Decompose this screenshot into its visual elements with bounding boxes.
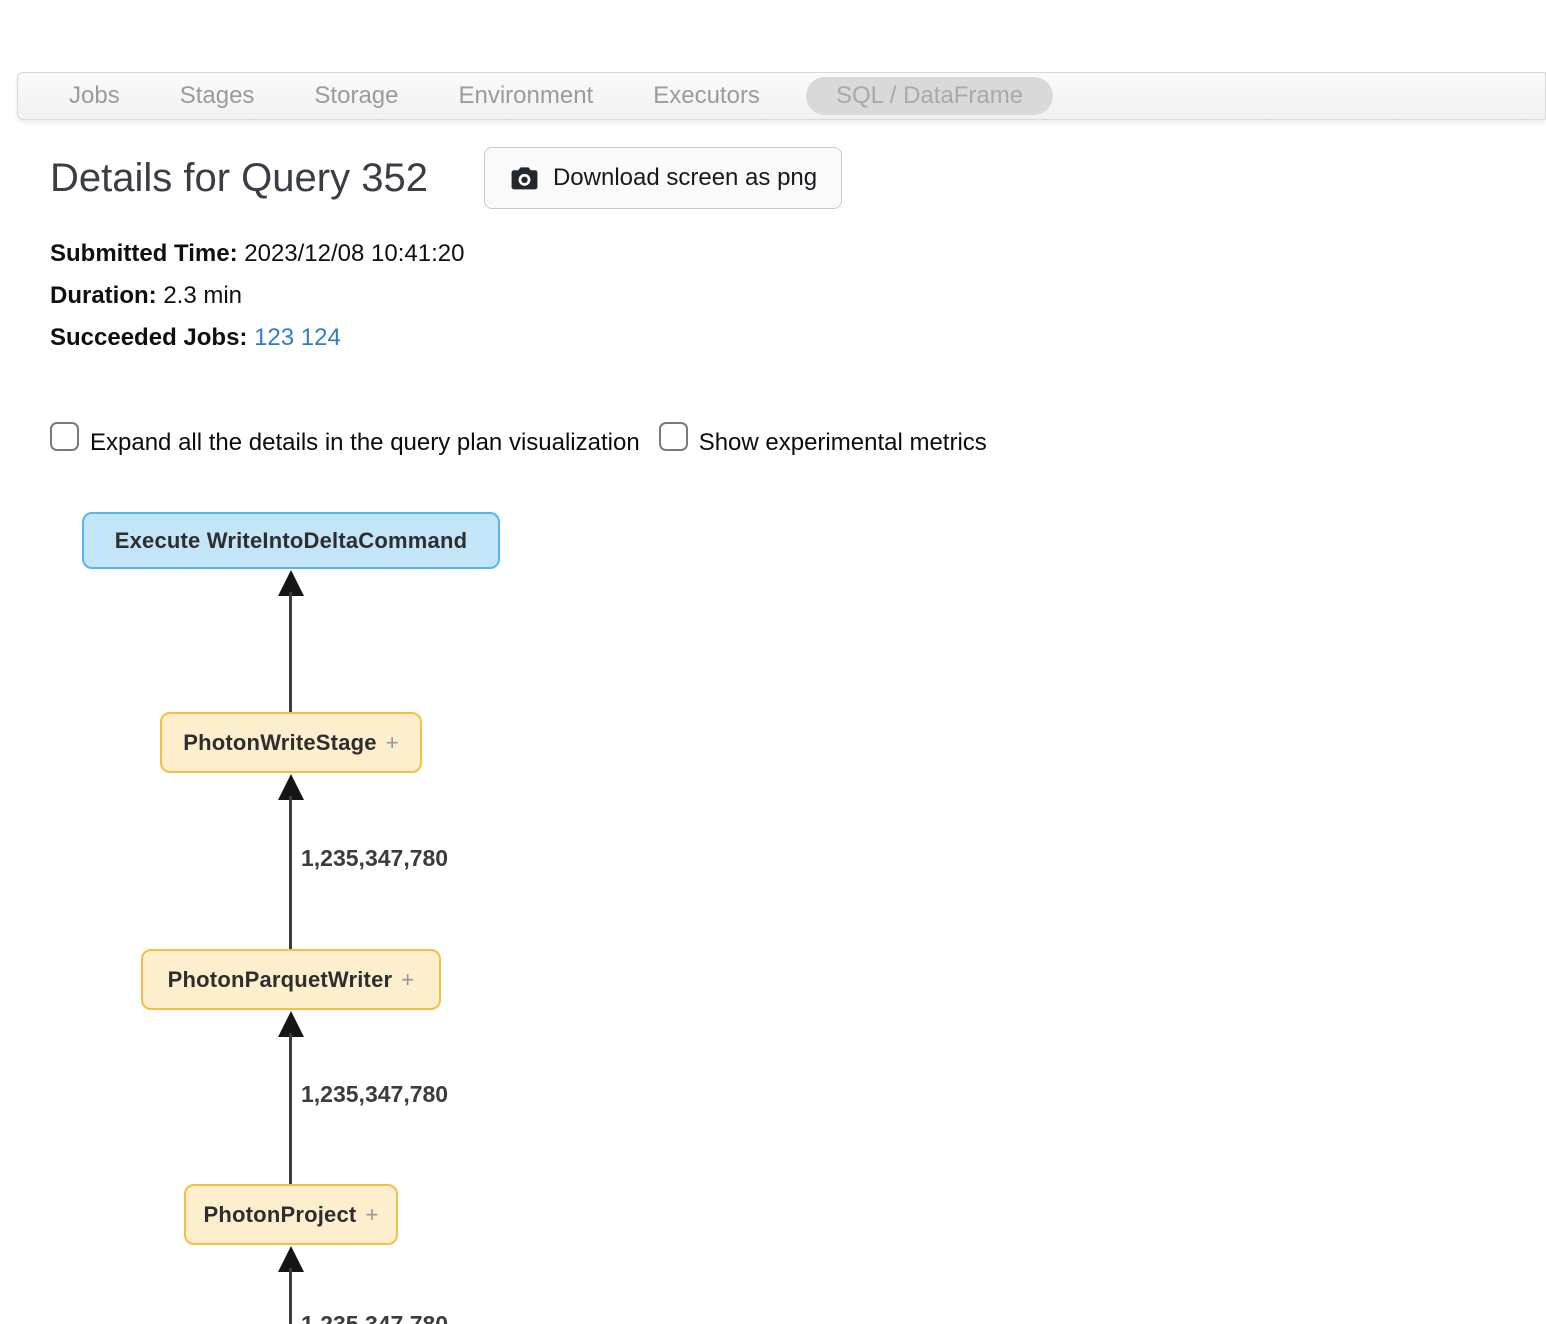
header-row: Details for Query 352 Download screen as…: [50, 147, 843, 209]
expand-plus-icon[interactable]: +: [401, 966, 415, 992]
top-navbar: Jobs Stages Storage Environment Executor…: [17, 72, 1546, 120]
edge-arrowhead: [278, 1011, 304, 1037]
expand-all-details-label: Expand all the details in the query plan…: [90, 429, 640, 456]
edge-line: [289, 1268, 292, 1324]
succeeded-jobs-line: Succeeded Jobs: 123 124: [50, 317, 464, 359]
succeeded-jobs-label: Succeeded Jobs:: [50, 324, 248, 351]
edge-arrowhead: [278, 1246, 304, 1272]
plan-options-row: Expand all the details in the query plan…: [50, 420, 987, 466]
page-title: Details for Query 352: [50, 155, 428, 200]
expand-all-details-checkbox[interactable]: [50, 421, 79, 451]
submitted-time-label: Submitted Time:: [50, 240, 238, 267]
plan-node-photonparquetwriter[interactable]: PhotonParquetWriter +: [141, 949, 441, 1010]
show-experimental-metrics-checkbox[interactable]: [658, 421, 688, 451]
submitted-time-line: Submitted Time: 2023/12/08 10:41:20: [50, 233, 464, 275]
edge-arrowhead: [278, 570, 304, 596]
edge-row-count-label: 1,235,347,780: [301, 1311, 449, 1324]
duration-label: Duration:: [50, 282, 157, 309]
query-metadata: Submitted Time: 2023/12/08 10:41:20 Dura…: [50, 233, 464, 359]
plan-node-photonproject[interactable]: PhotonProject +: [184, 1184, 398, 1245]
tab-sql-dataframe[interactable]: SQL / DataFrame: [805, 77, 1054, 115]
show-experimental-metrics-label: Show experimental metrics: [698, 429, 987, 456]
plan-node-label: PhotonParquetWriter: [167, 966, 393, 992]
submitted-time-value: 2023/12/08 10:41:20: [244, 240, 465, 267]
plan-node-label: PhotonWriteStage: [183, 729, 377, 755]
expand-plus-icon[interactable]: +: [365, 1201, 379, 1227]
plan-node-execute-writeintodeltacommand: Execute WriteIntoDeltaCommand: [82, 512, 500, 569]
edge-line: [289, 592, 292, 713]
duration-value: 2.3 min: [163, 282, 243, 309]
tab-environment[interactable]: Environment: [458, 82, 594, 109]
tab-storage[interactable]: Storage: [314, 82, 399, 109]
edge-line: [289, 796, 292, 950]
tab-stages[interactable]: Stages: [179, 82, 255, 109]
edge-row-count-label: 1,235,347,780: [301, 845, 449, 871]
download-png-label: Download screen as png: [552, 164, 818, 191]
edge-line: [289, 1033, 292, 1185]
job-link-123[interactable]: 123: [254, 324, 295, 351]
plan-node-label: Execute WriteIntoDeltaCommand: [114, 527, 468, 553]
edge-arrowhead: [278, 774, 304, 800]
expand-plus-icon[interactable]: +: [385, 729, 399, 755]
duration-line: Duration: 2.3 min: [50, 275, 464, 317]
edge-row-count-label: 1,235,347,780: [301, 1081, 449, 1107]
job-link-124[interactable]: 124: [300, 324, 341, 351]
tab-jobs[interactable]: Jobs: [69, 82, 120, 109]
plan-node-photonwritestage[interactable]: PhotonWriteStage +: [160, 712, 422, 773]
download-png-button[interactable]: Download screen as png: [483, 147, 843, 209]
camera-icon: [509, 163, 540, 194]
plan-node-label: PhotonProject: [203, 1201, 357, 1227]
tab-executors[interactable]: Executors: [653, 82, 760, 109]
